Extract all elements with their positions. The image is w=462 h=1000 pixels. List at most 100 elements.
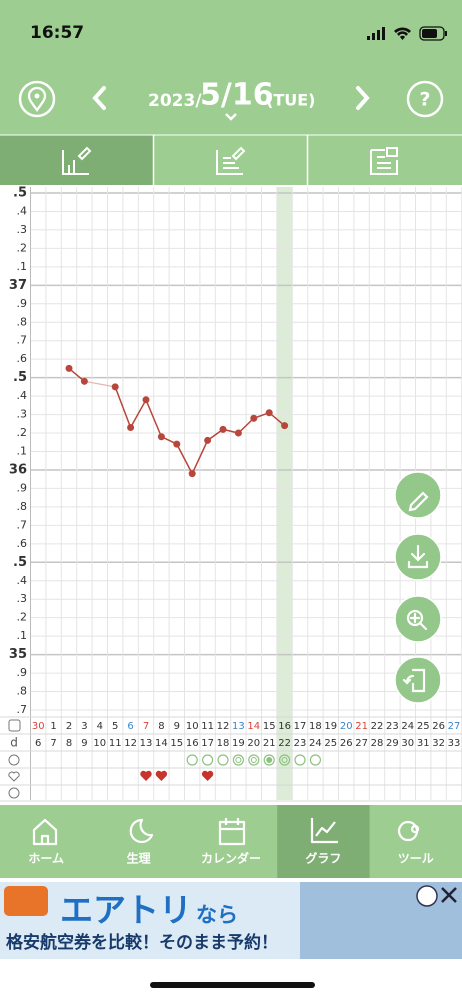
ad-suffix: なら	[196, 903, 238, 927]
nav-label[interactable]: ホーム	[28, 852, 64, 866]
cycle-day: 15	[170, 738, 183, 749]
nav-icon	[310, 818, 338, 844]
day-label: 3	[81, 721, 87, 732]
temperature-point	[127, 423, 135, 431]
cycle-day: 32	[432, 738, 445, 749]
cycle-day: 10	[93, 738, 106, 749]
mood-icon	[8, 787, 20, 799]
test-mark	[309, 754, 321, 766]
fab-bg	[394, 656, 442, 704]
floating-buttons	[394, 471, 442, 704]
y-tick-label: .3	[17, 592, 28, 605]
cycle-day: 25	[324, 738, 337, 749]
day-label: 7	[143, 721, 149, 732]
cycle-label: d	[10, 736, 18, 750]
temperature-point	[80, 377, 88, 385]
day-label: 13	[232, 721, 245, 732]
y-tick-label: 37	[9, 278, 27, 293]
prev-button[interactable]	[92, 86, 106, 110]
heart	[140, 770, 152, 781]
y-tick-label: 35	[9, 647, 27, 662]
ad-tagline: 格安航空券を比較！そのまま予約！	[6, 932, 278, 953]
help-button[interactable]	[406, 80, 444, 118]
bottom-nav: ホーム 生理 カレンダー グラフ ツール	[0, 805, 462, 878]
temperature-point	[265, 409, 273, 417]
test-mark-inner	[281, 757, 288, 763]
cycle-day: 7	[50, 738, 56, 749]
ovulation-icon	[8, 754, 20, 766]
date-dropdown[interactable]	[225, 113, 237, 121]
day-label: 1	[50, 721, 56, 732]
tab[interactable]	[154, 135, 307, 185]
cycle-day: 27	[355, 738, 368, 749]
location-button[interactable]	[18, 80, 56, 118]
cycle-day: 30	[401, 738, 414, 749]
date[interactable]: 5/16	[200, 78, 274, 113]
ad-banner[interactable]: エアトリ なら 格安航空券を比較！そのまま予約！	[0, 882, 462, 959]
cycle-day: 16	[186, 738, 199, 749]
help-label[interactable]: ?	[419, 89, 430, 111]
y-tick-label: .2	[17, 241, 28, 254]
fab-icon	[402, 668, 426, 693]
y-tick-label: .5	[13, 370, 27, 385]
tab-active[interactable]	[0, 135, 153, 185]
fab-icon	[406, 609, 428, 631]
temperature-point	[204, 436, 212, 444]
heart-icon	[8, 771, 20, 782]
ad-brand: エアトリ	[60, 891, 192, 930]
temperature-point	[281, 422, 289, 430]
y-tick-label: .9	[17, 666, 28, 679]
day-label: 18	[309, 721, 322, 732]
day-label: 12	[217, 721, 230, 732]
rotate-button[interactable]	[394, 656, 442, 704]
nav-label[interactable]: カレンダー	[201, 851, 261, 866]
day-label: 5	[112, 721, 118, 732]
test-mark	[263, 754, 275, 766]
test-mark	[248, 754, 260, 766]
y-tick-label: .1	[17, 260, 28, 273]
cycle-day: 8	[66, 738, 72, 749]
edit-button[interactable]	[394, 471, 442, 519]
cycle-day: 33	[448, 738, 461, 749]
cycle-day: 29	[386, 738, 399, 749]
fab-icon	[407, 544, 429, 569]
day-label: 8	[158, 721, 164, 732]
nav-label[interactable]: ツール	[398, 852, 434, 866]
year: 2023/	[148, 91, 202, 111]
day-label: 23	[386, 721, 399, 732]
home-indicator	[150, 982, 315, 988]
y-tick-label: .2	[17, 611, 28, 624]
test-mark	[279, 754, 291, 766]
day-label: 17	[294, 721, 307, 732]
y-tick-label: .7	[17, 334, 28, 347]
zoom-button[interactable]	[394, 595, 442, 643]
nav-label[interactable]: グラフ	[305, 851, 341, 866]
cycle-day: 22	[278, 738, 291, 749]
day-label: 4	[97, 721, 103, 732]
y-tick-label: .6	[17, 352, 28, 365]
cycle-day: 17	[201, 738, 214, 749]
nav-label[interactable]: 生理	[127, 851, 151, 866]
tab[interactable]	[308, 135, 462, 185]
day-label: 26	[432, 721, 445, 732]
day-label: 15	[263, 721, 276, 732]
temperature-point	[188, 470, 196, 478]
day-label: 27	[448, 721, 461, 732]
cycle-day: 20	[247, 738, 260, 749]
test-mark-inner	[266, 757, 273, 763]
temperature-point	[157, 433, 165, 441]
nav-icon	[218, 818, 246, 846]
test-mark-inner	[250, 757, 257, 763]
cycle-day: 6	[35, 738, 41, 749]
cycle-day: 21	[263, 738, 276, 749]
y-tick-label: .6	[17, 537, 28, 550]
cycle-day: 12	[124, 738, 137, 749]
next-button[interactable]	[356, 86, 370, 110]
day-label: 2	[66, 721, 72, 732]
day-label: 20	[340, 721, 353, 732]
download-button[interactable]	[394, 533, 442, 581]
y-tick-label: .8	[17, 500, 28, 513]
day-label: 30	[32, 721, 45, 732]
